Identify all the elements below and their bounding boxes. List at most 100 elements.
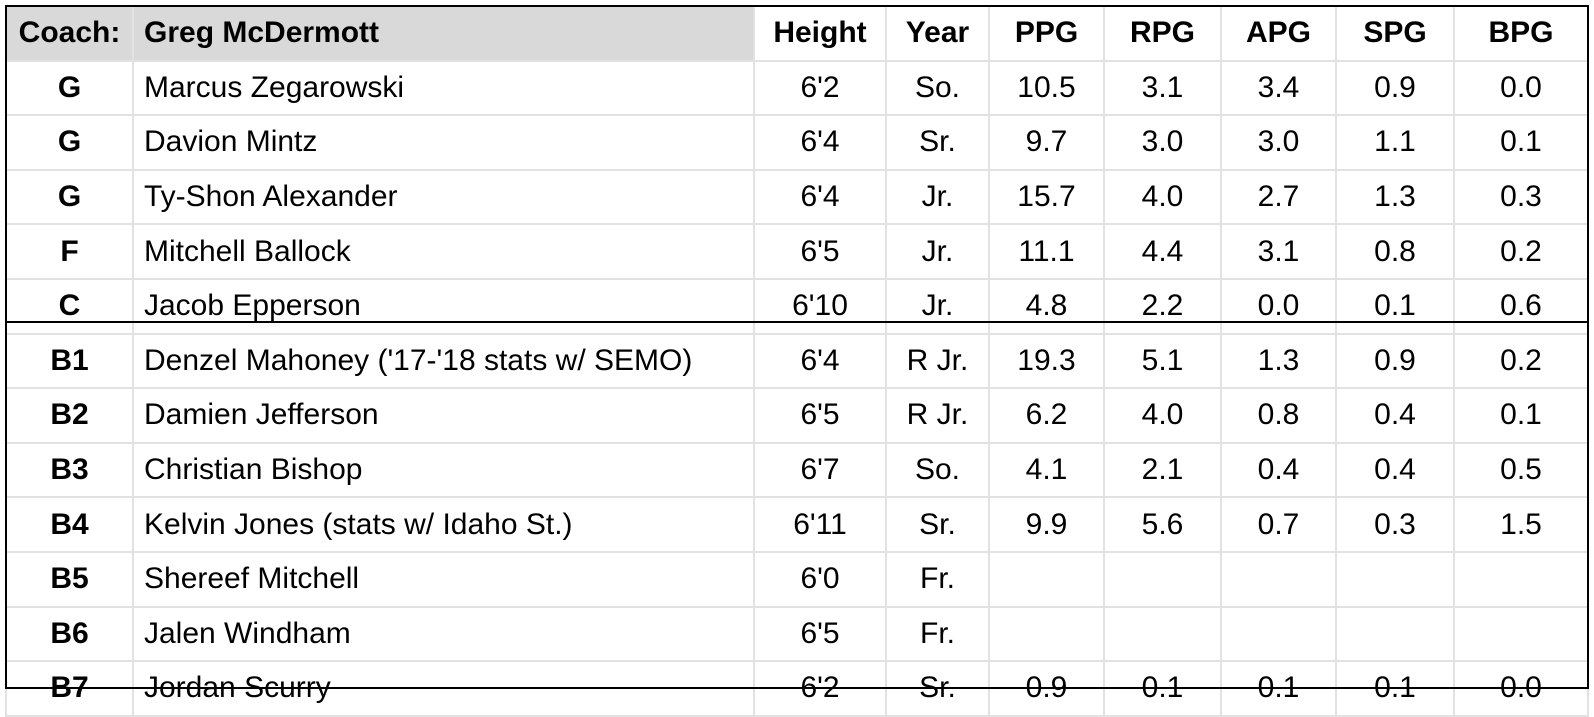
- column-header-height[interactable]: Height: [753, 5, 887, 62]
- column-header-ppg[interactable]: PPG: [988, 5, 1105, 62]
- cell-name[interactable]: Shereef Mitchell: [132, 550, 755, 608]
- cell-rpg[interactable]: 4.0: [1103, 387, 1222, 444]
- cell-year[interactable]: Fr.: [885, 550, 990, 608]
- cell-pos[interactable]: B6: [5, 605, 134, 663]
- cell-rpg[interactable]: 3.0: [1103, 114, 1222, 171]
- cell-height[interactable]: 6'5: [753, 605, 887, 663]
- cell-name[interactable]: Jordan Scurry: [132, 660, 755, 717]
- cell-pos[interactable]: B3: [5, 441, 134, 499]
- cell-ppg[interactable]: 9.9: [988, 496, 1105, 553]
- cell-pos[interactable]: C: [5, 277, 134, 335]
- cell-apg[interactable]: 0.7: [1220, 496, 1337, 553]
- cell-pos[interactable]: G: [5, 114, 134, 171]
- cell-year[interactable]: Jr.: [885, 168, 990, 226]
- cell-spg[interactable]: 0.1: [1335, 277, 1455, 335]
- cell-height[interactable]: 6'4: [753, 332, 887, 390]
- cell-year[interactable]: Jr.: [885, 277, 990, 335]
- cell-rpg[interactable]: [1103, 605, 1222, 663]
- cell-ppg[interactable]: 6.2: [988, 387, 1105, 444]
- cell-pos[interactable]: G: [5, 168, 134, 226]
- cell-year[interactable]: Sr.: [885, 496, 990, 553]
- cell-year[interactable]: Jr.: [885, 223, 990, 280]
- cell-bpg[interactable]: 0.6: [1453, 277, 1589, 335]
- cell-height[interactable]: 6'2: [753, 59, 887, 117]
- cell-name[interactable]: Jacob Epperson: [132, 277, 755, 335]
- cell-spg[interactable]: 0.4: [1335, 441, 1455, 499]
- cell-name[interactable]: Marcus Zegarowski: [132, 59, 755, 117]
- cell-year[interactable]: So.: [885, 59, 990, 117]
- cell-apg[interactable]: 2.7: [1220, 168, 1337, 226]
- cell-rpg[interactable]: 5.1: [1103, 332, 1222, 390]
- cell-apg[interactable]: 0.4: [1220, 441, 1337, 499]
- cell-bpg[interactable]: 0.0: [1453, 59, 1589, 117]
- cell-name[interactable]: Christian Bishop: [132, 441, 755, 499]
- cell-bpg[interactable]: 0.5: [1453, 441, 1589, 499]
- cell-rpg[interactable]: 2.2: [1103, 277, 1222, 335]
- cell-spg[interactable]: [1335, 550, 1455, 608]
- cell-pos[interactable]: B2: [5, 387, 134, 444]
- cell-rpg[interactable]: 5.6: [1103, 496, 1222, 553]
- cell-ppg[interactable]: 9.7: [988, 114, 1105, 171]
- cell-rpg[interactable]: 0.1: [1103, 660, 1222, 717]
- cell-apg[interactable]: 3.1: [1220, 223, 1337, 280]
- cell-apg[interactable]: 0.1: [1220, 660, 1337, 717]
- cell-spg[interactable]: 0.8: [1335, 223, 1455, 280]
- cell-pos[interactable]: B7: [5, 660, 134, 717]
- cell-apg[interactable]: 0.8: [1220, 387, 1337, 444]
- cell-bpg[interactable]: 1.5: [1453, 496, 1589, 553]
- cell-pos[interactable]: B5: [5, 550, 134, 608]
- column-header-bpg[interactable]: BPG: [1453, 5, 1589, 62]
- cell-height[interactable]: 6'5: [753, 387, 887, 444]
- cell-bpg[interactable]: 0.1: [1453, 387, 1589, 444]
- cell-spg[interactable]: 1.1: [1335, 114, 1455, 171]
- column-header-apg[interactable]: APG: [1220, 5, 1337, 62]
- cell-rpg[interactable]: 2.1: [1103, 441, 1222, 499]
- column-header-spg[interactable]: SPG: [1335, 5, 1455, 62]
- cell-year[interactable]: R Jr.: [885, 332, 990, 390]
- cell-apg[interactable]: 3.4: [1220, 59, 1337, 117]
- cell-year[interactable]: Fr.: [885, 605, 990, 663]
- cell-name[interactable]: Mitchell Ballock: [132, 223, 755, 280]
- cell-height[interactable]: 6'4: [753, 168, 887, 226]
- cell-year[interactable]: Sr.: [885, 660, 990, 717]
- cell-bpg[interactable]: 0.0: [1453, 660, 1589, 717]
- cell-ppg[interactable]: 10.5: [988, 59, 1105, 117]
- cell-rpg[interactable]: 4.0: [1103, 168, 1222, 226]
- cell-year[interactable]: So.: [885, 441, 990, 499]
- cell-ppg[interactable]: 19.3: [988, 332, 1105, 390]
- cell-spg[interactable]: [1335, 605, 1455, 663]
- cell-rpg[interactable]: 3.1: [1103, 59, 1222, 117]
- cell-bpg[interactable]: 0.2: [1453, 223, 1589, 280]
- cell-apg[interactable]: 0.0: [1220, 277, 1337, 335]
- cell-ppg[interactable]: 11.1: [988, 223, 1105, 280]
- cell-rpg[interactable]: 4.4: [1103, 223, 1222, 280]
- cell-name[interactable]: Davion Mintz: [132, 114, 755, 171]
- cell-name[interactable]: Denzel Mahoney ('17-'18 stats w/ SEMO): [132, 332, 755, 390]
- cell-ppg[interactable]: 15.7: [988, 168, 1105, 226]
- cell-spg[interactable]: 0.3: [1335, 496, 1455, 553]
- cell-height[interactable]: 6'11: [753, 496, 887, 553]
- cell-apg[interactable]: [1220, 550, 1337, 608]
- cell-rpg[interactable]: [1103, 550, 1222, 608]
- column-header-year[interactable]: Year: [885, 5, 990, 62]
- cell-name[interactable]: Jalen Windham: [132, 605, 755, 663]
- cell-ppg[interactable]: 0.9: [988, 660, 1105, 717]
- cell-bpg[interactable]: 0.2: [1453, 332, 1589, 390]
- cell-spg[interactable]: 0.1: [1335, 660, 1455, 717]
- cell-bpg[interactable]: [1453, 605, 1589, 663]
- cell-year[interactable]: Sr.: [885, 114, 990, 171]
- cell-height[interactable]: 6'4: [753, 114, 887, 171]
- cell-ppg[interactable]: 4.8: [988, 277, 1105, 335]
- cell-height[interactable]: 6'2: [753, 660, 887, 717]
- cell-height[interactable]: 6'10: [753, 277, 887, 335]
- cell-spg[interactable]: 0.9: [1335, 332, 1455, 390]
- cell-bpg[interactable]: [1453, 550, 1589, 608]
- cell-name[interactable]: Damien Jefferson: [132, 387, 755, 444]
- cell-pos[interactable]: B1: [5, 332, 134, 390]
- cell-name[interactable]: Kelvin Jones (stats w/ Idaho St.): [132, 496, 755, 553]
- cell-spg[interactable]: 0.4: [1335, 387, 1455, 444]
- cell-apg[interactable]: [1220, 605, 1337, 663]
- cell-name[interactable]: Ty-Shon Alexander: [132, 168, 755, 226]
- cell-ppg[interactable]: [988, 605, 1105, 663]
- cell-height[interactable]: 6'0: [753, 550, 887, 608]
